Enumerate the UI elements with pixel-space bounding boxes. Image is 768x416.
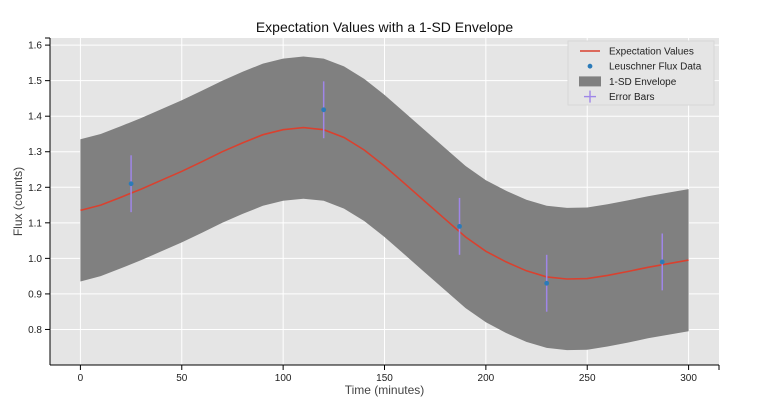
- x-axis-label: Time (minutes): [345, 383, 425, 397]
- legend-label: Expectation Values: [609, 47, 694, 58]
- envelope-band: [80, 56, 689, 351]
- x-tick-label: 200: [478, 373, 495, 384]
- y-tick-label: 1.6: [28, 41, 42, 52]
- y-tick-label: 1.0: [28, 254, 42, 265]
- y-tick-label: 0.9: [28, 289, 42, 300]
- y-tick-label: 1.3: [28, 147, 42, 158]
- x-tick-label: 250: [579, 373, 596, 384]
- x-tick-label: 300: [680, 373, 697, 384]
- data-point: [544, 280, 550, 286]
- x-tick-label: 150: [376, 373, 393, 384]
- y-tick-label: 1.2: [28, 183, 42, 194]
- legend: Expectation Values Leuschner Flux Data 1-S…: [567, 40, 715, 106]
- data-point: [128, 181, 134, 187]
- legend-label: Leuschner Flux Data: [609, 62, 702, 73]
- x-tick-label: 50: [176, 373, 188, 384]
- legend-label: Error Bars: [609, 92, 655, 103]
- expectation-line: [80, 126, 689, 280]
- data-point: [321, 107, 327, 113]
- axes: 0 50 100 150 200 250 300 0.8 0.9 1.0 1.1 1.2 1.3 1.4 1…: [28, 37, 720, 384]
- expectation-line-layer: [80, 126, 689, 280]
- y-tick-label: 1.5: [28, 76, 42, 87]
- legend-swatch-point: [587, 63, 593, 69]
- x-tick-label: 100: [275, 373, 292, 384]
- envelope-band-layer: [80, 56, 689, 351]
- data-point: [659, 259, 665, 265]
- y-tick-label: 1.4: [28, 112, 42, 123]
- legend-swatch-band: [579, 76, 601, 87]
- y-axis-label: Flux (counts): [11, 167, 25, 236]
- data-point: [457, 223, 462, 229]
- y-tick-label: 0.8: [28, 325, 42, 336]
- chart-title: Expectation Values with a 1-SD Envelope: [256, 19, 514, 35]
- data-points-layer: [128, 107, 665, 286]
- legend-label: 1-SD Envelope: [609, 77, 677, 88]
- x-tick-label: 0: [78, 373, 84, 384]
- y-tick-label: 1.1: [28, 218, 42, 229]
